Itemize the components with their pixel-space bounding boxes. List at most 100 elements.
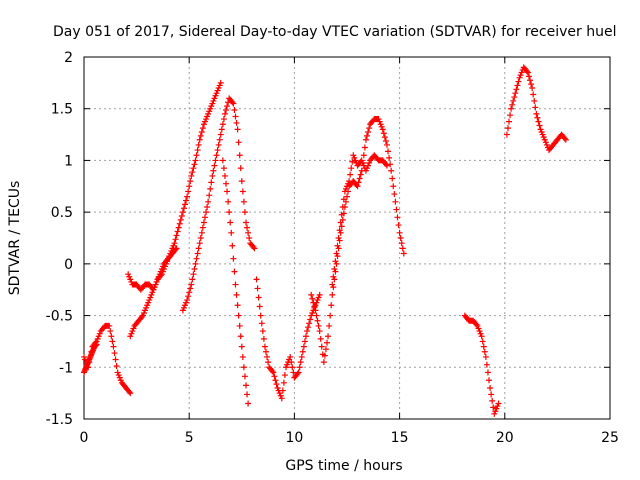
data-point xyxy=(309,295,316,302)
data-point xyxy=(346,178,353,185)
data-point xyxy=(262,348,269,355)
data-point xyxy=(392,198,399,205)
data-point xyxy=(236,322,243,329)
data-point xyxy=(192,157,199,164)
data-point xyxy=(327,312,334,319)
y-tick-label: -0.5 xyxy=(46,309,73,325)
data-point xyxy=(186,289,193,296)
data-point xyxy=(185,188,192,195)
data-point xyxy=(113,362,120,369)
data-point xyxy=(184,297,191,304)
data-point xyxy=(218,126,225,133)
data-point xyxy=(279,387,286,394)
data-point xyxy=(383,162,390,169)
data-point xyxy=(190,165,197,172)
data-point xyxy=(237,333,244,340)
data-point xyxy=(138,313,145,320)
data-point xyxy=(196,240,203,247)
data-point xyxy=(201,214,208,221)
data-point xyxy=(193,152,200,159)
data-point xyxy=(488,391,495,398)
data-point xyxy=(354,183,361,190)
data-point xyxy=(229,99,236,106)
data-point xyxy=(111,350,118,357)
data-point xyxy=(219,121,226,128)
data-point xyxy=(388,167,395,174)
data-point xyxy=(245,400,252,407)
data-point xyxy=(188,281,195,288)
data-point xyxy=(246,235,253,241)
x-tick-label: 15 xyxy=(391,430,409,446)
data-point xyxy=(329,281,336,288)
data-point xyxy=(225,198,232,205)
data-point xyxy=(172,246,179,253)
x-tick-label: 25 xyxy=(601,430,619,446)
data-point xyxy=(315,322,322,329)
data-point xyxy=(194,250,201,257)
data-point xyxy=(398,240,405,247)
data-point xyxy=(338,211,345,218)
data-point xyxy=(349,158,356,165)
data-point xyxy=(177,216,184,223)
data-point xyxy=(529,85,536,92)
data-point xyxy=(213,152,220,159)
data-point xyxy=(365,128,372,135)
data-point xyxy=(534,114,541,121)
data-point xyxy=(481,348,488,355)
data-point xyxy=(235,312,242,319)
data-point xyxy=(240,198,247,205)
data-point xyxy=(399,245,406,252)
data-point xyxy=(199,224,206,231)
data-point xyxy=(302,333,309,340)
data-point xyxy=(210,167,217,174)
data-point xyxy=(203,209,210,216)
data-point xyxy=(514,82,521,89)
data-point xyxy=(480,343,487,350)
data-point xyxy=(280,379,287,386)
data-point xyxy=(233,291,240,298)
data-point xyxy=(524,69,531,76)
data-point xyxy=(264,353,271,360)
data-point xyxy=(320,359,327,366)
data-point xyxy=(382,161,389,168)
data-point xyxy=(198,128,205,135)
data-point xyxy=(294,370,301,377)
data-point xyxy=(221,110,228,117)
data-point xyxy=(172,236,179,243)
data-point xyxy=(239,188,246,195)
data-point xyxy=(232,281,239,288)
data-point xyxy=(243,219,250,226)
data-point xyxy=(217,79,224,86)
data-point xyxy=(209,172,216,179)
data-point xyxy=(185,293,192,300)
data-point xyxy=(290,369,297,376)
data-point xyxy=(389,175,396,182)
data-point xyxy=(220,165,227,172)
data-point xyxy=(391,191,398,198)
data-point xyxy=(318,343,325,350)
data-point xyxy=(482,353,489,360)
data-point xyxy=(339,203,346,210)
data-point xyxy=(196,136,203,143)
data-point xyxy=(532,104,539,111)
data-point xyxy=(562,136,569,143)
data-point xyxy=(383,141,390,148)
data-point xyxy=(108,333,115,340)
data-point xyxy=(329,291,336,298)
data-point xyxy=(191,266,198,273)
y-axis-label: SDTVAR / TECUs xyxy=(7,181,23,296)
data-point xyxy=(289,364,296,371)
data-point xyxy=(233,119,240,126)
data-point xyxy=(237,165,244,172)
data-point xyxy=(400,250,407,257)
data-point xyxy=(254,285,261,292)
y-tick-label: 2 xyxy=(64,50,73,66)
data-point xyxy=(306,320,313,327)
data-point xyxy=(301,338,308,345)
data-point xyxy=(231,107,238,114)
data-point xyxy=(192,260,199,267)
axis-ticks xyxy=(83,56,611,420)
data-point xyxy=(281,372,288,379)
data-point xyxy=(240,364,247,371)
data-point xyxy=(506,118,513,125)
